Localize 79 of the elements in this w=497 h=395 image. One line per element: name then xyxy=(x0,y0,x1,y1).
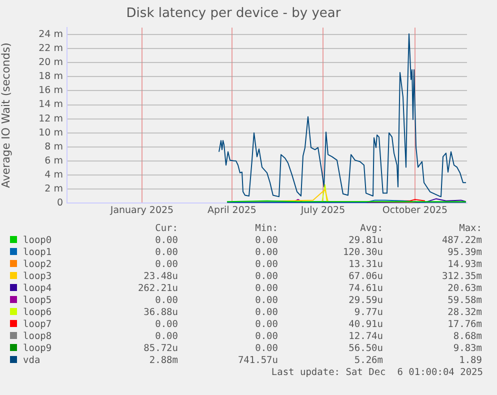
y-tick-label: 20 m xyxy=(38,57,63,68)
text: 17.76m xyxy=(446,319,482,331)
legend-label: loop2 xyxy=(22,259,53,271)
text: 0.00 xyxy=(154,319,178,331)
x-tick-label: January 2025 xyxy=(109,205,174,216)
text: 5.26m xyxy=(353,355,383,367)
legend-label: loop0 xyxy=(22,235,53,247)
y-tick-label: 10 m xyxy=(38,127,63,138)
text: 95.39m xyxy=(446,247,482,259)
chart-title: Disk latency per device - by year xyxy=(126,6,342,22)
y-tick-label: 4 m xyxy=(44,169,63,180)
text: 20.63m xyxy=(446,283,482,295)
legend-label: loop6 xyxy=(22,307,53,319)
y-tick-label: 14 m xyxy=(38,99,63,110)
text: 0.00 xyxy=(154,247,178,259)
text: 0.00 xyxy=(254,295,278,307)
text: 74.61u xyxy=(348,283,383,295)
text: 0.00 xyxy=(254,271,278,283)
text: 120.30u xyxy=(342,247,383,259)
legend-label: loop9 xyxy=(22,343,53,355)
text: 14.93m xyxy=(446,259,482,271)
text: 9.77u xyxy=(353,307,383,319)
text: 9.83m xyxy=(452,343,482,355)
text: 29.59u xyxy=(348,295,383,307)
legend-label: loop8 xyxy=(22,331,53,343)
legend-label: vda xyxy=(22,355,42,367)
y-tick-label: 2 m xyxy=(44,183,63,194)
text: Avg: xyxy=(359,223,383,235)
y-tick-label: 22 m xyxy=(38,43,63,54)
y-tick-label: 16 m xyxy=(38,85,63,96)
text: 59.58m xyxy=(446,295,482,307)
text: 262.21u xyxy=(136,283,178,295)
text: 0.00 xyxy=(254,247,278,259)
text: Min: xyxy=(254,223,278,235)
legend-label: loop5 xyxy=(22,295,53,307)
text: 12.74u xyxy=(348,331,383,343)
text: 741.57u xyxy=(236,355,278,367)
text: 0.00 xyxy=(254,343,278,355)
legend-label: loop7 xyxy=(22,319,53,331)
text: 67.06u xyxy=(348,271,383,283)
y-axis-title: Average IO Wait (seconds) xyxy=(0,42,12,188)
x-tick-label: April 2025 xyxy=(208,205,256,216)
text: 0.00 xyxy=(154,235,178,247)
text: 2.88m xyxy=(148,355,178,367)
text: 40.91u xyxy=(348,319,383,331)
text: 487.22m xyxy=(440,235,482,247)
y-tick-label: 12 m xyxy=(38,113,63,124)
text: 0.00 xyxy=(254,259,278,271)
y-tick-label: 6 m xyxy=(44,155,63,166)
text: 0.00 xyxy=(154,331,178,343)
text: Cur: xyxy=(154,223,178,235)
text: Max: xyxy=(458,223,482,235)
y-tick-label: 18 m xyxy=(38,71,63,82)
text: 0.00 xyxy=(254,331,278,343)
text: 312.35m xyxy=(440,271,482,283)
y-tick-label: 24 m xyxy=(38,29,63,40)
text: 0.00 xyxy=(254,307,278,319)
text: 28.32m xyxy=(446,307,482,319)
text: 0.00 xyxy=(154,295,178,307)
text: 8.68m xyxy=(452,331,482,343)
legend-label: loop1 xyxy=(22,247,53,259)
legend-label: loop4 xyxy=(22,283,53,295)
y-tick-label: 0 xyxy=(56,197,63,208)
text: 0.00 xyxy=(154,259,178,271)
text: 13.31u xyxy=(348,259,383,271)
text: 23.48u xyxy=(142,271,178,283)
text: 36.88u xyxy=(142,307,178,319)
y-tick-label: 8 m xyxy=(44,141,63,152)
text: Last update: Sat Dec 6 01:00:04 2025 xyxy=(270,367,483,379)
legend-label: loop3 xyxy=(22,271,53,283)
text: 0.00 xyxy=(254,283,278,295)
text: 29.81u xyxy=(348,235,383,247)
text: 56.50u xyxy=(348,343,383,355)
x-tick-label: October 2025 xyxy=(382,205,448,216)
text: 0.00 xyxy=(254,319,278,331)
text: 0.00 xyxy=(254,235,278,247)
text: 1.89 xyxy=(458,355,482,367)
x-tick-label: July 2025 xyxy=(300,205,346,216)
text: 85.72u xyxy=(142,343,178,355)
